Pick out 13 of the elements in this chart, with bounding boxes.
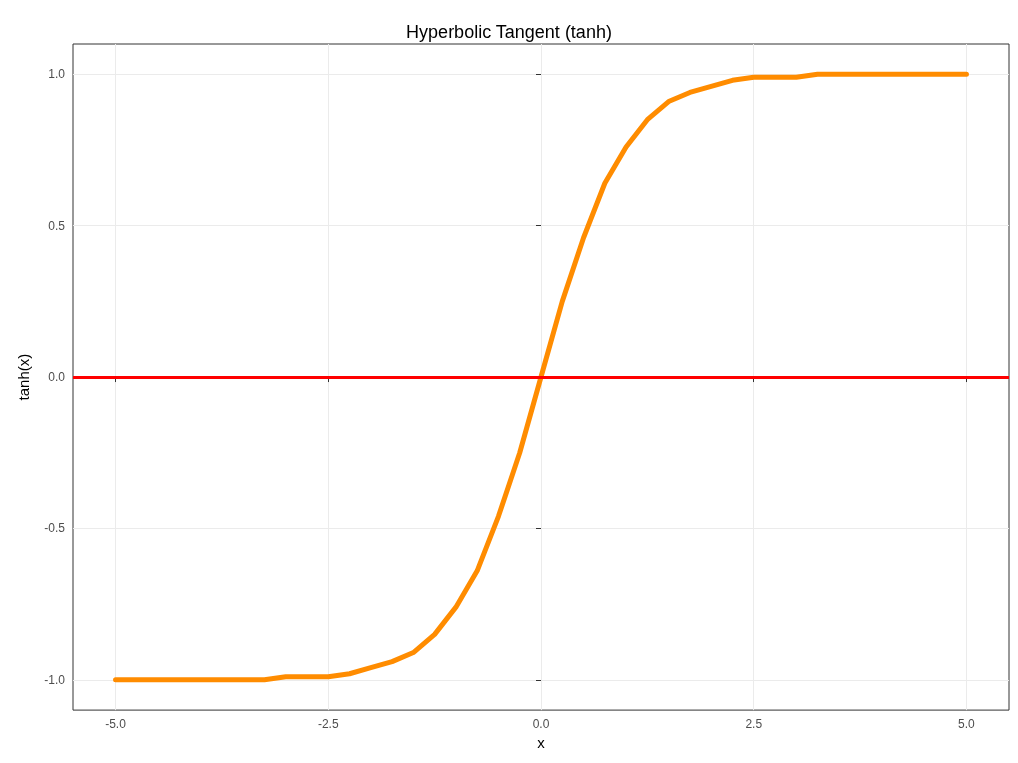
y-tick-label: -1.0	[44, 672, 66, 687]
x-tick-label: 2.5	[745, 717, 763, 732]
x-tick-label: 0.0	[532, 717, 550, 732]
x-tick-label: 5.0	[958, 717, 976, 732]
x-axis-title: x	[537, 734, 546, 751]
x-tick-label: -5.0	[105, 717, 127, 732]
chart-title: Hyperbolic Tangent (tanh)	[406, 22, 612, 42]
x-tick-label: -2.5	[317, 717, 339, 732]
y-axis-title: tanh(x)	[15, 353, 32, 401]
y-tick-label: 0.5	[48, 218, 66, 233]
y-tick-label: 0.0	[48, 370, 66, 385]
y-tick-label: 1.0	[48, 67, 66, 82]
y-tick-label: -0.5	[44, 521, 66, 536]
